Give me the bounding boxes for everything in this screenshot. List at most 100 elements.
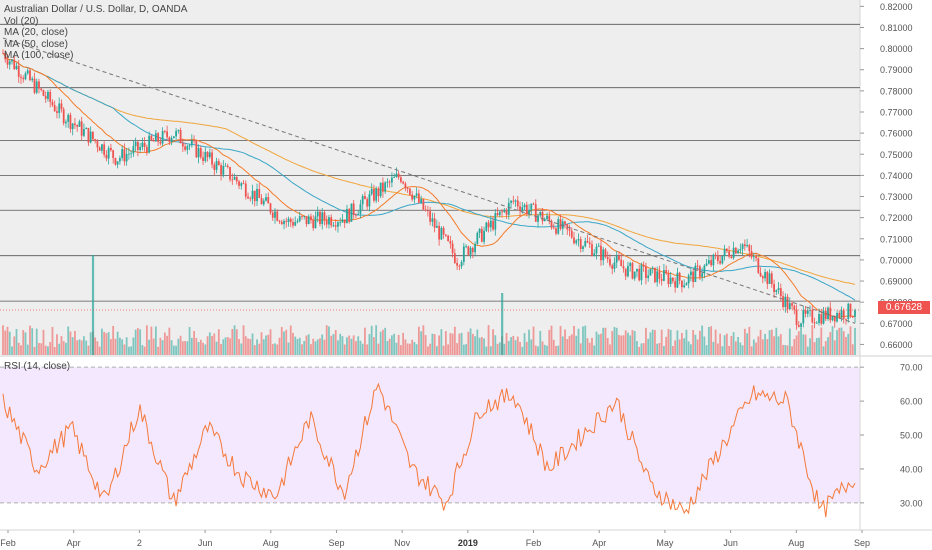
- volume-bar: [555, 345, 557, 355]
- volume-bar: [712, 341, 715, 355]
- candle-body: [348, 209, 351, 222]
- candle-body: [820, 314, 823, 324]
- candle-body: [166, 131, 169, 138]
- candle-body: [85, 127, 88, 130]
- volume-bar: [503, 343, 506, 355]
- price-axis-label: 0.79000: [880, 65, 913, 75]
- volume-bar: [465, 344, 467, 355]
- candle-body: [568, 229, 571, 231]
- volume-bar: [525, 341, 528, 355]
- candle-body: [689, 271, 692, 276]
- candle-body: [651, 267, 654, 269]
- volume-bar: [827, 337, 829, 355]
- candle-body: [424, 209, 427, 211]
- volume-bar: [575, 335, 578, 355]
- volume-bar: [636, 341, 638, 355]
- candle-body: [294, 221, 297, 226]
- candle-body: [739, 249, 742, 251]
- candle-body: [339, 222, 342, 224]
- rsi-axis-label: 40.00: [900, 464, 923, 474]
- volume-bar: [564, 329, 566, 355]
- volume-bar: [310, 344, 312, 355]
- volume-bar: [175, 345, 177, 355]
- price-axis-label: 0.66000: [880, 340, 913, 350]
- rsi-band: [0, 367, 860, 503]
- volume-bar: [739, 342, 742, 355]
- volume-bar: [496, 343, 499, 355]
- volume-bar: [364, 327, 366, 355]
- candle-body: [577, 239, 580, 241]
- price-axis-label: 0.80000: [880, 44, 913, 54]
- candle-body: [244, 183, 247, 197]
- candle-body: [287, 218, 290, 222]
- volume-bar: [278, 337, 281, 355]
- candle-body: [195, 140, 198, 158]
- candle-body: [836, 312, 838, 322]
- volume-bar: [546, 345, 548, 355]
- volume-bar: [226, 337, 229, 355]
- candle-body: [370, 188, 373, 195]
- candle-body: [570, 230, 573, 238]
- price-axis-label: 0.72000: [880, 213, 913, 223]
- candle-body: [622, 266, 625, 269]
- candle-body: [793, 305, 796, 310]
- candle-body: [487, 222, 490, 228]
- candle-body: [258, 188, 261, 198]
- candle-body: [669, 277, 672, 285]
- candle-body: [687, 275, 690, 284]
- volume-bar: [552, 339, 555, 355]
- volume-bar: [71, 337, 74, 355]
- volume-bar: [764, 333, 766, 355]
- symbol-title: Australian Dollar / U.S. Dollar, D, OAND…: [4, 4, 188, 15]
- volume-bar: [705, 345, 708, 355]
- volume-bar: [440, 329, 443, 355]
- volume-bar: [287, 342, 290, 355]
- volume-bar: [512, 335, 515, 355]
- candle-body: [143, 142, 146, 147]
- candle-body: [503, 209, 506, 213]
- trendline: [2, 37, 856, 324]
- candle-body: [480, 228, 483, 242]
- candle-body: [141, 142, 144, 148]
- candle-body: [510, 200, 512, 203]
- volume-bar: [328, 326, 330, 355]
- volume-bar: [231, 328, 234, 355]
- volume-bar: [301, 344, 303, 355]
- volume-bar: [444, 331, 447, 355]
- candle-body: [440, 227, 443, 240]
- candle-body: [725, 248, 728, 252]
- volume-bar: [98, 346, 101, 355]
- volume-bar: [694, 334, 697, 355]
- volume-bar: [31, 328, 34, 355]
- candle-body: [105, 154, 108, 159]
- candle-body: [822, 310, 825, 324]
- time-axis-label: Nov: [394, 538, 411, 548]
- candle-body: [49, 91, 52, 103]
- volume-bar: [11, 346, 13, 355]
- time-axis-label: Jun: [723, 538, 738, 548]
- candle-body: [361, 196, 364, 205]
- ma20-line: [2, 52, 856, 319]
- candle-body: [750, 251, 753, 258]
- candle-body: [292, 222, 294, 226]
- candle-body: [11, 59, 13, 62]
- candle-body: [118, 158, 121, 162]
- volume-bar: [260, 332, 263, 355]
- candle-body: [411, 194, 414, 200]
- candle-body: [840, 310, 843, 318]
- volume-bar: [658, 342, 661, 355]
- volume-bar: [543, 344, 546, 355]
- volume-bar: [622, 335, 625, 355]
- volume-bar: [779, 334, 782, 355]
- candle-body: [638, 268, 641, 281]
- candle-body: [492, 220, 494, 230]
- volume-bar: [620, 335, 623, 355]
- price-panel-background: [0, 0, 860, 355]
- candle-body: [532, 203, 535, 205]
- candle-body: [181, 143, 184, 147]
- volume-bar: [294, 336, 297, 355]
- volume-bar: [256, 339, 258, 355]
- candle-body: [444, 234, 447, 236]
- volume-bar: [519, 341, 521, 355]
